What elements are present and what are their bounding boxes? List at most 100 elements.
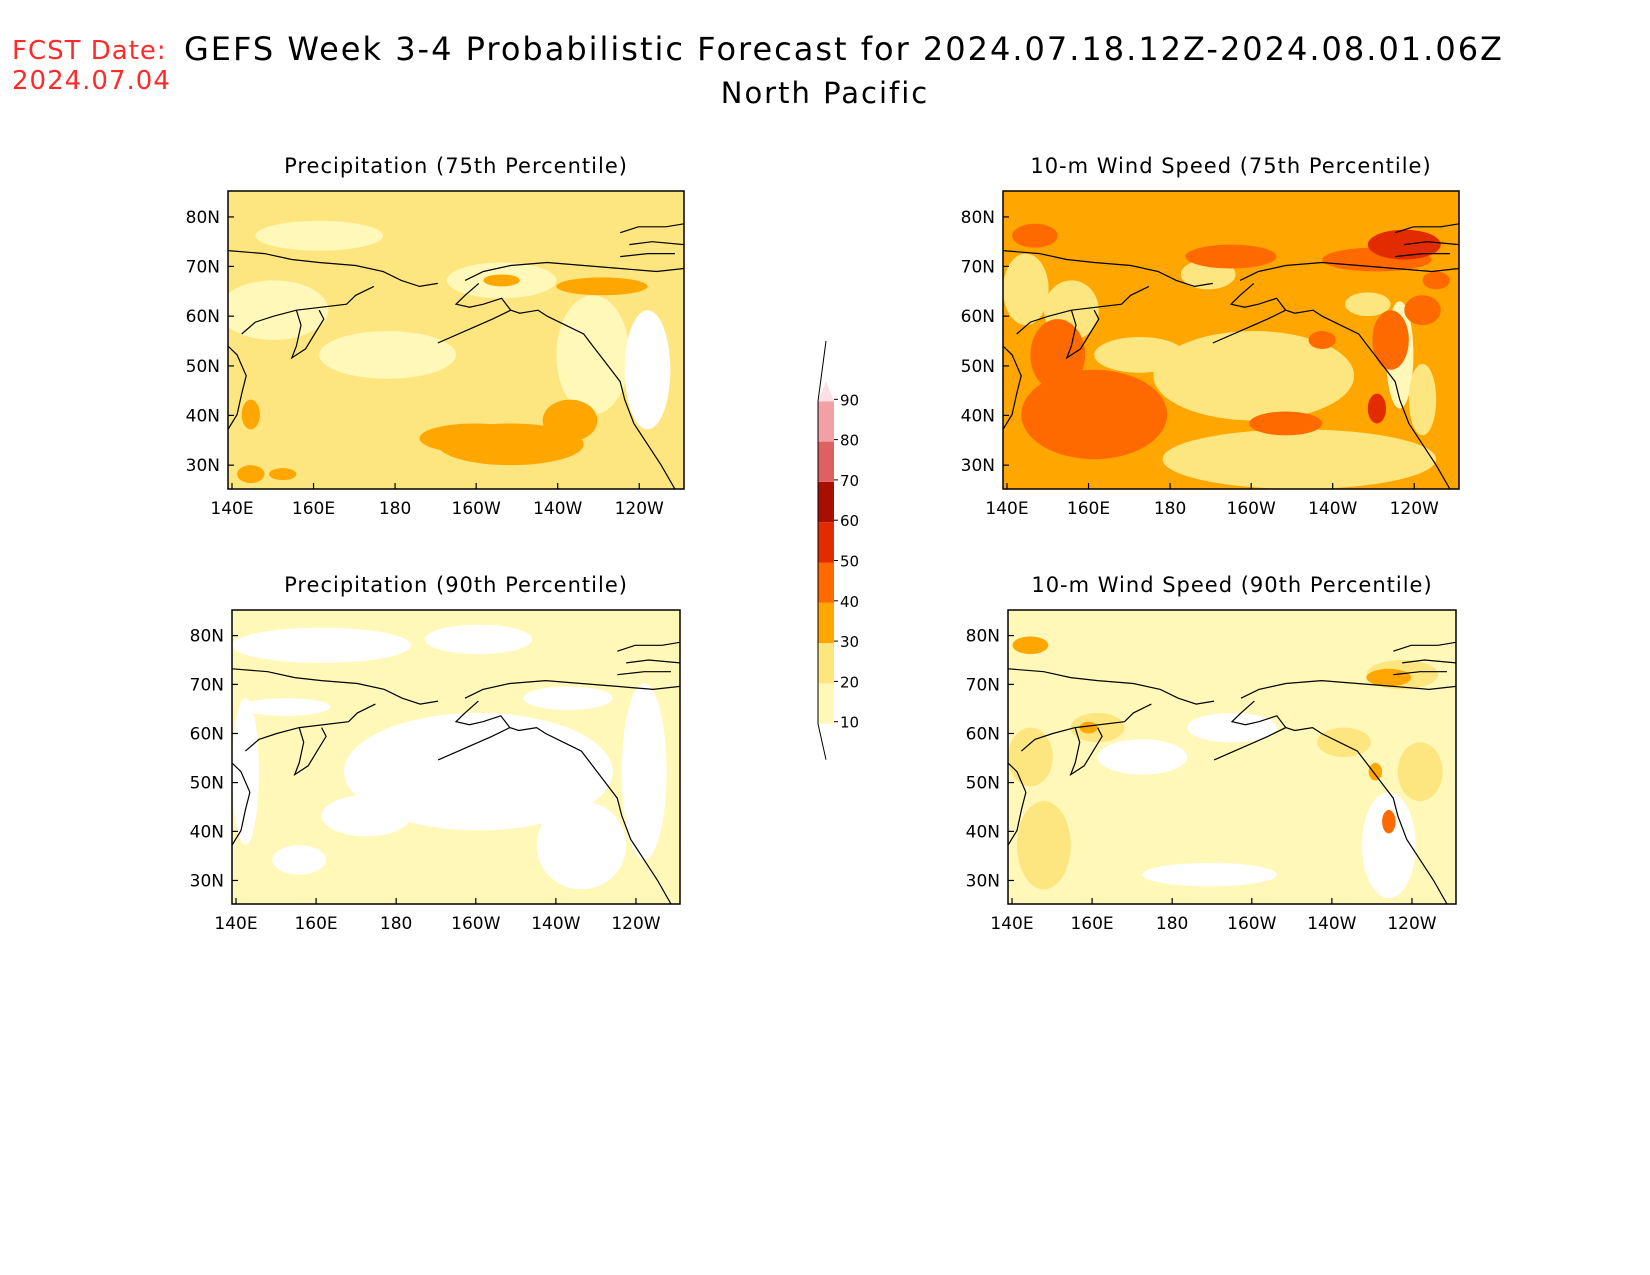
lon-tick-label: 180 bbox=[380, 914, 412, 934]
colorbar-label: 10 bbox=[840, 714, 859, 732]
lon-tick-label: 120W bbox=[615, 499, 664, 519]
panel-title: Precipitation (90th Percentile) bbox=[284, 573, 628, 597]
lat-tick-label: 30N bbox=[190, 871, 224, 891]
probability-contour bbox=[1153, 331, 1355, 421]
lon-tick-label: 140E bbox=[210, 499, 253, 519]
lon-tick-label: 180 bbox=[1156, 914, 1188, 934]
coastline bbox=[509, 726, 672, 904]
lon-tick-label: 160W bbox=[452, 499, 501, 519]
lon-tick-label: 140W bbox=[1308, 499, 1357, 519]
panel-title: Precipitation (75th Percentile) bbox=[284, 154, 628, 178]
lat-tick-label: 60N bbox=[190, 724, 224, 744]
coastline bbox=[1285, 309, 1451, 489]
lon-tick-label: 180 bbox=[1154, 499, 1186, 519]
probability-contour bbox=[1422, 271, 1450, 290]
coastline bbox=[1065, 309, 1100, 360]
probability-contour bbox=[419, 423, 529, 454]
lat-tick-label: 80N bbox=[961, 208, 995, 228]
probability-contour bbox=[1367, 393, 1387, 424]
coastline bbox=[293, 727, 327, 777]
colorbar-swatch bbox=[818, 522, 834, 563]
probability-contour bbox=[1008, 727, 1053, 787]
coastline bbox=[1213, 700, 1287, 761]
coastline bbox=[464, 261, 684, 281]
probability-contour bbox=[272, 845, 327, 875]
region-subtitle: North Pacific bbox=[720, 76, 930, 110]
lon-tick-label: 160E bbox=[1070, 914, 1113, 934]
probability-contour bbox=[1368, 762, 1383, 781]
probability-contour bbox=[269, 468, 297, 481]
lat-tick-label: 40N bbox=[186, 406, 220, 426]
probability-contour bbox=[1030, 319, 1086, 391]
colorbar-swatch bbox=[818, 643, 834, 684]
lon-tick-label: 140W bbox=[531, 914, 580, 934]
coastline bbox=[228, 250, 438, 288]
map-panel-2: 10-m Wind Speed (75th Percentile) 140E 160… bbox=[961, 154, 1460, 519]
probability-contour bbox=[319, 331, 456, 379]
lon-tick-label: 160E bbox=[294, 914, 337, 934]
coastline bbox=[232, 762, 251, 846]
lat-tick-label: 50N bbox=[190, 774, 224, 794]
lat-tick-label: 80N bbox=[186, 208, 220, 228]
lat-tick-label: 70N bbox=[961, 257, 995, 277]
lat-tick-label: 30N bbox=[961, 456, 995, 476]
probability-contour bbox=[321, 795, 412, 837]
lat-tick-label: 60N bbox=[961, 307, 995, 327]
coastline bbox=[1008, 762, 1027, 846]
main-title: GEFS Week 3-4 Probabilistic Forecast for… bbox=[184, 30, 1504, 68]
lat-tick-label: 70N bbox=[190, 675, 224, 695]
lat-tick-label: 50N bbox=[186, 357, 220, 377]
coastline bbox=[510, 309, 676, 489]
coastline bbox=[1069, 727, 1103, 777]
probability-contour bbox=[1404, 295, 1441, 326]
lon-tick-label: 140E bbox=[985, 499, 1028, 519]
probability-contour bbox=[1366, 668, 1412, 687]
probability-contour bbox=[1361, 792, 1416, 899]
probability-contour bbox=[1249, 411, 1323, 436]
lon-tick-label: 160E bbox=[292, 499, 335, 519]
panel-title: 10-m Wind Speed (75th Percentile) bbox=[1030, 154, 1431, 178]
probability-contour bbox=[556, 295, 630, 415]
map-frame bbox=[1002, 190, 1460, 490]
probability-contour bbox=[1382, 809, 1396, 834]
coastline bbox=[617, 641, 680, 676]
lat-tick-label: 80N bbox=[190, 627, 224, 647]
lat-tick-label: 30N bbox=[966, 871, 1000, 891]
coastline bbox=[437, 700, 511, 761]
probability-contour bbox=[1397, 742, 1443, 802]
forecast-date-value: 2024.07.04 bbox=[12, 66, 171, 96]
probability-contour bbox=[621, 683, 667, 860]
colorbar-label: 60 bbox=[840, 512, 859, 530]
lon-tick-label: 160W bbox=[1227, 914, 1276, 934]
lat-tick-label: 70N bbox=[186, 257, 220, 277]
probability-contour bbox=[228, 280, 329, 340]
lon-tick-label: 140W bbox=[533, 499, 582, 519]
colorbar-label: 70 bbox=[840, 472, 859, 490]
coastline bbox=[1240, 679, 1456, 699]
coastline bbox=[1008, 668, 1215, 705]
probability-contour bbox=[1021, 369, 1168, 460]
lon-tick-label: 120W bbox=[1387, 914, 1436, 934]
coastline bbox=[1003, 345, 1022, 430]
probability-contour bbox=[1187, 712, 1277, 743]
probability-contour bbox=[523, 686, 613, 710]
colorbar-label: 30 bbox=[840, 633, 859, 651]
lat-tick-label: 40N bbox=[190, 822, 224, 842]
lon-tick-label: 120W bbox=[611, 914, 660, 934]
map-panel-1: Precipitation (75th Percentile) 140E 160E 1… bbox=[186, 154, 685, 519]
colorbar-label: 80 bbox=[840, 432, 859, 450]
probability-contour bbox=[344, 712, 613, 831]
colorbar-label: 40 bbox=[840, 593, 859, 611]
probability-contour bbox=[240, 698, 331, 716]
probability-contour bbox=[542, 399, 598, 442]
coastline bbox=[290, 309, 325, 360]
coastline bbox=[437, 282, 512, 344]
probability-contour bbox=[255, 220, 384, 251]
probability-contour bbox=[556, 277, 648, 296]
map-panel-4: 10-m Wind Speed (90th Percentile) 140E 160… bbox=[966, 573, 1457, 934]
forecast-date: FCST Date: 2024.07.04 bbox=[12, 36, 171, 96]
probability-contour bbox=[1142, 862, 1277, 887]
probability-contour bbox=[536, 801, 627, 890]
colorbar-label: 20 bbox=[840, 673, 859, 691]
